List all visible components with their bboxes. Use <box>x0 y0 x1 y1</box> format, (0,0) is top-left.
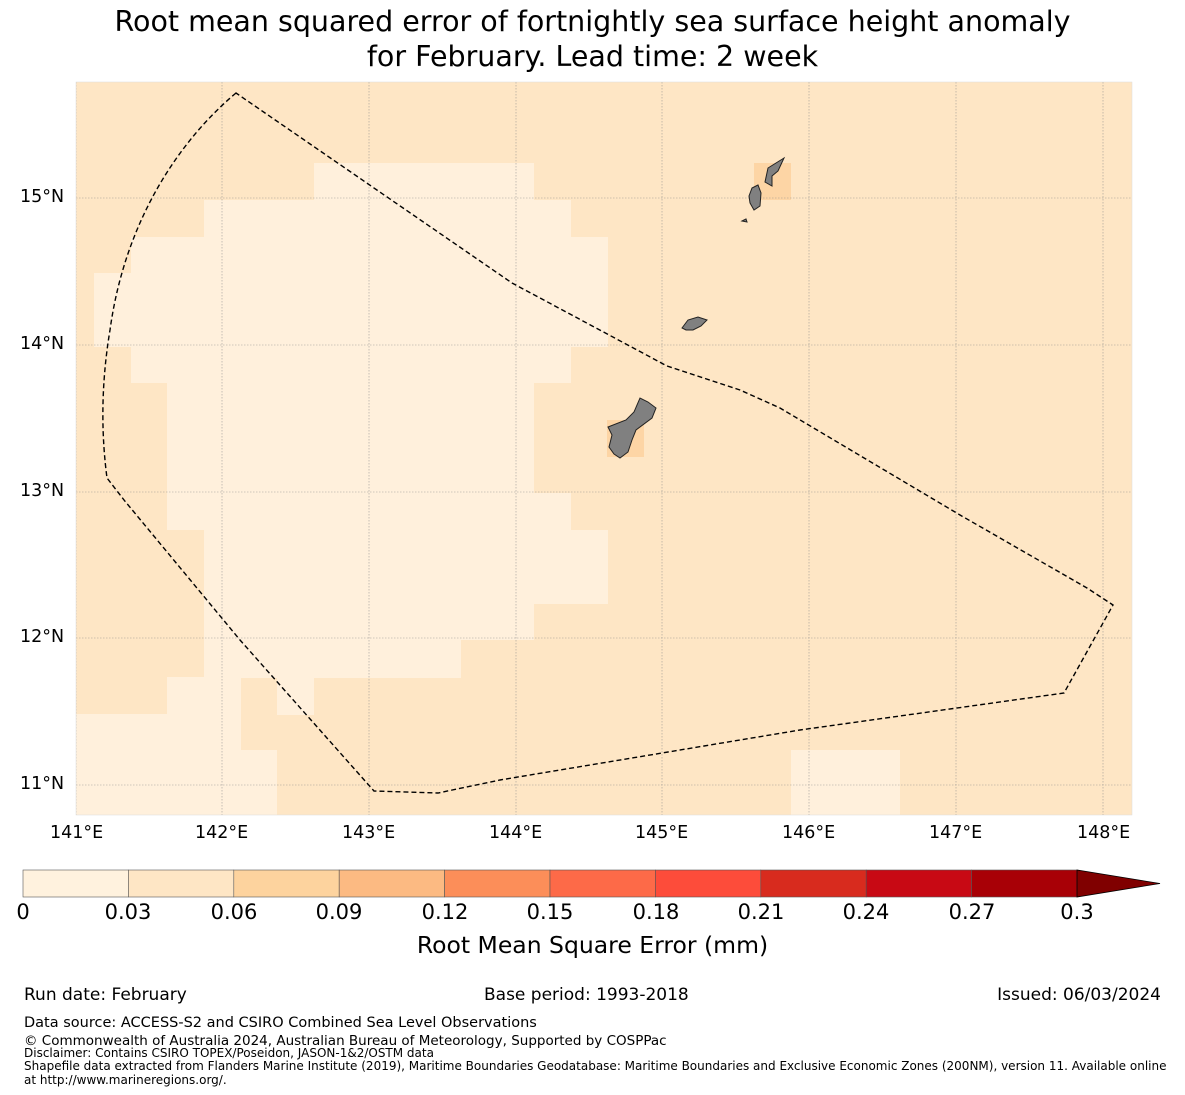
colorbar-segment <box>338 869 445 898</box>
shapefile-credit-line-1: Shapefile data extracted from Flanders M… <box>24 1059 1167 1073</box>
eez-boundary <box>102 92 1114 794</box>
colorbar-tick: 0.18 <box>632 900 680 924</box>
colorbar-segment <box>22 869 129 898</box>
lon-label-147e: 147°E <box>929 823 983 843</box>
colorbar-segment <box>128 869 235 898</box>
saipan-island <box>764 156 786 187</box>
colorbar-tick: 0.3 <box>1060 900 1094 924</box>
rmse-low-region <box>76 163 900 815</box>
colorbar-segment <box>444 869 551 898</box>
lon-label-145e: 145°E <box>635 823 689 843</box>
colorbar-segment <box>549 869 656 898</box>
aguijan-island <box>740 218 748 223</box>
colorbar-tick: 0.06 <box>210 900 258 924</box>
colorbar-segment <box>760 869 867 898</box>
lat-label-15n: 15°N <box>20 187 65 207</box>
copyright: © Commonwealth of Australia 2024, Austra… <box>24 1033 667 1049</box>
title-line-2: for February. Lead time: 2 week <box>366 40 819 73</box>
map-title: Root mean squared error of fortnightly s… <box>0 4 1185 74</box>
colorbar-tick: 0.15 <box>526 900 574 924</box>
lat-label-14n: 14°N <box>20 334 65 354</box>
colorbar-tick: 0.09 <box>315 900 363 924</box>
colorbar <box>22 869 1161 898</box>
lon-label-144e: 144°E <box>489 823 543 843</box>
colorbar-tick: 0.24 <box>842 900 890 924</box>
lon-label-141e: 141°E <box>50 823 104 843</box>
base-period: Base period: 1993-2018 <box>484 985 689 1005</box>
lon-label-142e: 142°E <box>195 823 249 843</box>
lon-label-146e: 146°E <box>782 823 836 843</box>
issued-date: Issued: 06/03/2024 <box>997 985 1161 1005</box>
title-line-1: Root mean squared error of fortnightly s… <box>114 5 1071 38</box>
disclaimer: Disclaimer: Contains CSIRO TOPEX/Poseido… <box>24 1046 434 1060</box>
colorbar-tick: 0.27 <box>948 900 996 924</box>
colorbar-tick: 0.21 <box>737 900 785 924</box>
colorbar-segment <box>655 869 762 898</box>
graticule <box>76 82 1132 815</box>
lat-label-12n: 12°N <box>20 627 65 647</box>
lon-label-143e: 143°E <box>342 823 396 843</box>
tinian-island <box>748 184 762 211</box>
colorbar-tick: 0.03 <box>104 900 152 924</box>
lat-label-11n: 11°N <box>20 774 65 794</box>
lon-label-148e: 148°E <box>1077 823 1131 843</box>
lat-label-13n: 13°N <box>20 481 65 501</box>
guam-island <box>607 397 657 459</box>
colorbar-segment <box>865 869 972 898</box>
colorbar-segment <box>971 869 1078 898</box>
colorbar-tick: 0.12 <box>421 900 469 924</box>
colorbar-segment <box>233 869 340 898</box>
colorbar-extend-arrow <box>1076 869 1161 898</box>
data-source: Data source: ACCESS-S2 and CSIRO Combine… <box>24 1015 537 1031</box>
colorbar-title: Root Mean Square Error (mm) <box>416 931 769 959</box>
colorbar-tick: 0 <box>16 900 30 924</box>
rota-island <box>681 316 708 331</box>
shapefile-credit-line-2: at http://www.marineregions.org/. <box>24 1073 227 1087</box>
run-date: Run date: February <box>24 985 187 1005</box>
land-masses <box>607 156 786 459</box>
